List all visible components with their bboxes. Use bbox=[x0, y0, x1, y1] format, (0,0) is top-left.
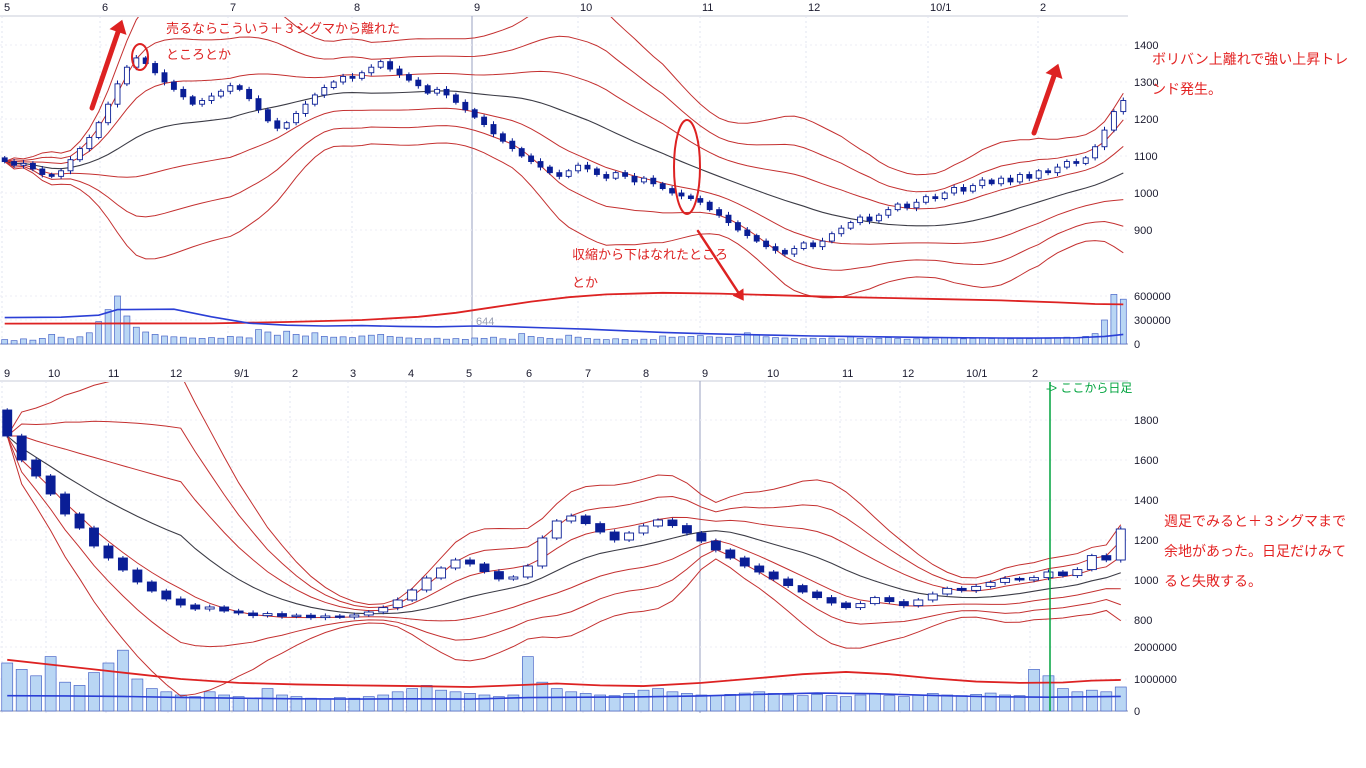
svg-text:2000000: 2000000 bbox=[1134, 642, 1177, 654]
svg-text:6: 6 bbox=[102, 2, 108, 14]
svg-text:9: 9 bbox=[474, 2, 480, 14]
svg-text:1400: 1400 bbox=[1134, 40, 1158, 52]
note-line: ンド発生。 bbox=[1152, 81, 1222, 97]
svg-text:9: 9 bbox=[702, 368, 708, 380]
svg-text:1400: 1400 bbox=[1134, 495, 1158, 507]
svg-text:2: 2 bbox=[292, 368, 298, 380]
svg-text:9: 9 bbox=[4, 368, 10, 380]
svg-text:11: 11 bbox=[108, 368, 119, 380]
note-line: 週足でみると＋３シグマまで bbox=[1164, 513, 1346, 529]
svg-text:売るならこういう＋３シグマから離れた: 売るならこういう＋３シグマから離れた bbox=[166, 21, 400, 36]
svg-text:300000: 300000 bbox=[1134, 315, 1171, 327]
note-line: 余地があった。日足だけみて bbox=[1164, 543, 1346, 559]
svg-text:2: 2 bbox=[1032, 368, 1038, 380]
svg-text:4: 4 bbox=[408, 368, 414, 380]
note-line: ると失敗する。 bbox=[1164, 573, 1262, 589]
svg-text:9/1: 9/1 bbox=[234, 368, 249, 380]
svg-text:1100: 1100 bbox=[1134, 151, 1158, 163]
svg-text:1300: 1300 bbox=[1134, 77, 1158, 89]
svg-text:3: 3 bbox=[350, 368, 356, 380]
weekly-annotation-note: 週足でみると＋３シグマまで 余地があった。日足だけみて ると失敗する。 bbox=[1164, 506, 1346, 596]
svg-text:1600: 1600 bbox=[1134, 455, 1158, 467]
svg-text:2: 2 bbox=[1040, 2, 1046, 14]
svg-text:1000: 1000 bbox=[1134, 575, 1158, 587]
svg-text:644: 644 bbox=[476, 316, 494, 328]
svg-text:0: 0 bbox=[1134, 706, 1140, 718]
svg-text:10: 10 bbox=[580, 2, 592, 14]
svg-text:6: 6 bbox=[526, 368, 532, 380]
svg-text:1800: 1800 bbox=[1134, 415, 1158, 427]
svg-text:8: 8 bbox=[354, 2, 360, 14]
svg-text:11: 11 bbox=[842, 368, 853, 380]
svg-text:1000: 1000 bbox=[1134, 188, 1158, 200]
svg-text:7: 7 bbox=[585, 368, 591, 380]
svg-text:900: 900 bbox=[1134, 225, 1152, 237]
svg-text:とか: とか bbox=[572, 275, 598, 290]
svg-text:11: 11 bbox=[702, 2, 713, 14]
svg-text:12: 12 bbox=[170, 368, 182, 380]
note-line: ボリバン上離れで強い上昇トレ bbox=[1152, 51, 1349, 67]
svg-text:10: 10 bbox=[767, 368, 779, 380]
svg-text:5: 5 bbox=[4, 2, 10, 14]
svg-text:8: 8 bbox=[643, 368, 649, 380]
weekly-candlestick-chart: 9 10 11 12 9/1 2 3 4 5 6 7 8 9 10 11 12 10/1 2 1800 1600 140… bbox=[0, 368, 1177, 718]
svg-text:1200: 1200 bbox=[1134, 535, 1158, 547]
svg-text:収縮から下はなれたところ: 収縮から下はなれたところ bbox=[572, 247, 728, 262]
svg-text:10/1: 10/1 bbox=[930, 2, 951, 14]
svg-text:800: 800 bbox=[1134, 615, 1152, 627]
daily-candlestick-chart: 5 6 7 8 9 10 11 12 10/1 2 1400 1300 1200 1100 1000 900 6… bbox=[0, 2, 1171, 351]
daily-annotation-note: ボリバン上離れで強い上昇トレ ンド発生。 bbox=[1152, 44, 1348, 104]
svg-text:10: 10 bbox=[48, 368, 60, 380]
svg-text:ところとか: ところとか bbox=[166, 47, 231, 62]
svg-text:7: 7 bbox=[230, 2, 236, 14]
svg-text:-> ここから日足: -> ここから日足 bbox=[1046, 381, 1132, 395]
svg-text:1000000: 1000000 bbox=[1134, 674, 1177, 686]
svg-text:5: 5 bbox=[466, 368, 472, 380]
svg-text:1200: 1200 bbox=[1134, 114, 1158, 126]
svg-text:12: 12 bbox=[902, 368, 914, 380]
svg-text:600000: 600000 bbox=[1134, 291, 1171, 303]
svg-text:0: 0 bbox=[1134, 339, 1140, 351]
svg-text:12: 12 bbox=[808, 2, 820, 14]
svg-text:10/1: 10/1 bbox=[966, 368, 987, 380]
